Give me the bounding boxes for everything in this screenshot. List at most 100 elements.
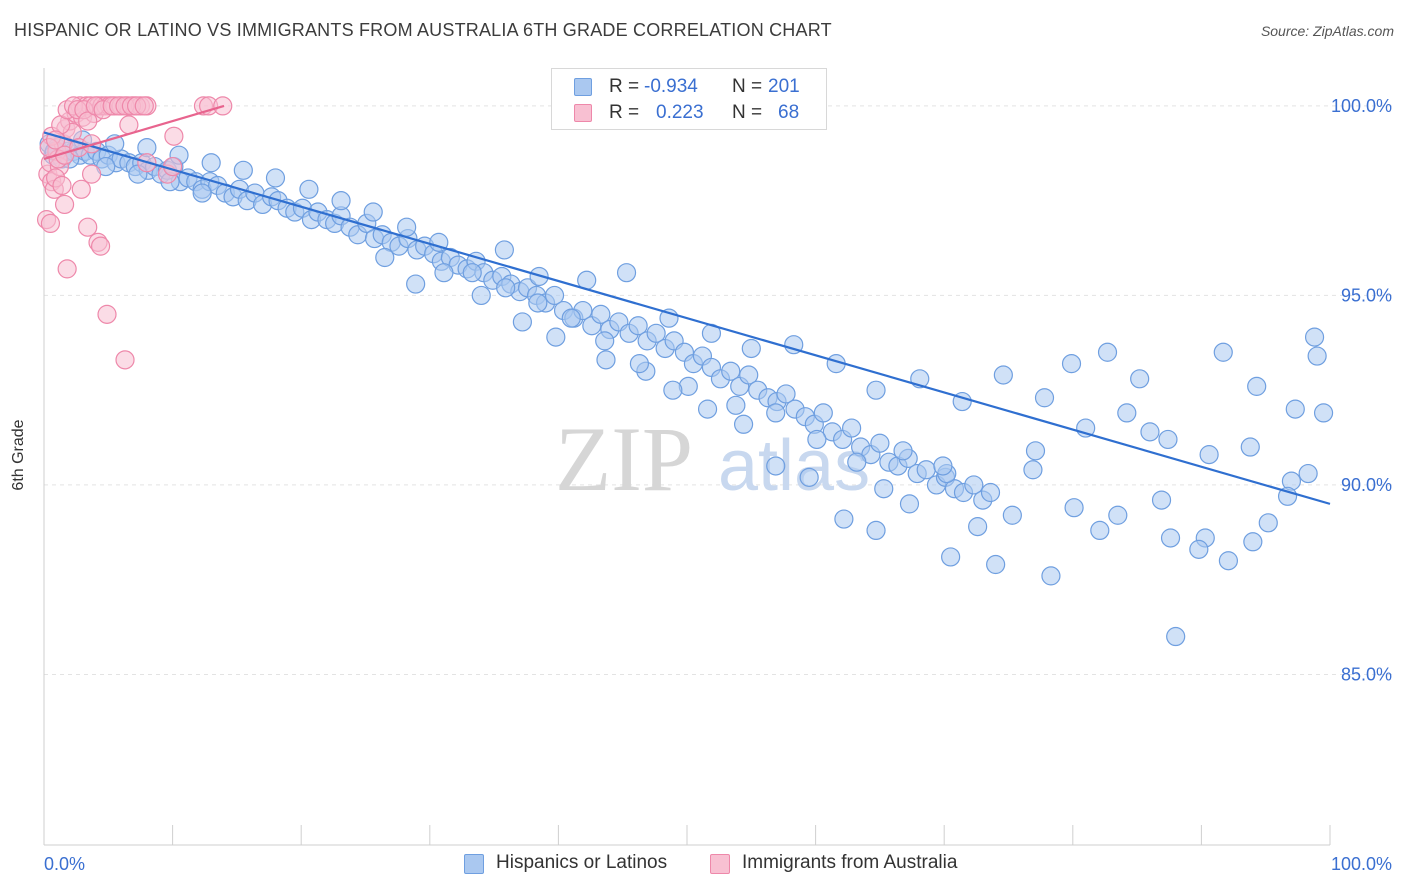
hispanic-point [616, 263, 637, 283]
hispanic-point [874, 479, 894, 499]
australia-point [78, 217, 98, 237]
legend-r-label: R = [609, 102, 640, 123]
chart-title: HISPANIC OR LATINO VS IMMIGRANTS FROM AU… [14, 20, 832, 40]
hispanic-point [462, 263, 482, 283]
legend-n-label: N = [732, 76, 763, 97]
hispanic-point [512, 312, 532, 332]
hispanic-point [663, 380, 683, 400]
watermark-zip: ZIP [555, 408, 693, 510]
australia-point [71, 179, 91, 199]
hispanic-point [646, 323, 666, 343]
hispanic-point [721, 361, 741, 381]
hispanic-point [807, 429, 827, 450]
hispanic-point [1313, 403, 1334, 423]
hispanic-point [299, 179, 319, 199]
hispanic-point [1158, 429, 1178, 450]
hispanic-point [1130, 369, 1150, 389]
hispanic-point [899, 494, 920, 514]
hispanic-point [697, 399, 718, 419]
hispanic-point [471, 285, 491, 306]
hispanic-point [1258, 513, 1278, 533]
legend-n-value: 68 [778, 102, 800, 123]
hispanic-point [201, 153, 221, 173]
hispanic-point [434, 263, 454, 283]
hispanic-trendline [43, 131, 1331, 505]
legend-swatch-pink [574, 104, 592, 122]
hispanic-point [1166, 626, 1186, 647]
hispanic-point [628, 316, 648, 336]
hispanic-point [561, 308, 581, 328]
australia-point [40, 213, 61, 233]
hispanic-point [834, 509, 854, 529]
hispanic-point [733, 414, 754, 434]
hispanic-point [799, 467, 819, 487]
hispanic-point [916, 460, 936, 480]
australia-point [97, 304, 117, 324]
australia-point [163, 156, 183, 177]
hispanic-point [1108, 505, 1128, 525]
hispanic-point [1097, 342, 1118, 362]
hispanic-point [233, 160, 253, 180]
hispanic-point [629, 354, 650, 374]
hispanic-point [1090, 520, 1110, 541]
hispanic-point [1247, 376, 1267, 396]
hispanic-point [1061, 354, 1082, 374]
legend-swatch-blue [574, 78, 592, 96]
hispanic-point [1041, 566, 1061, 586]
hispanic-point [1002, 505, 1022, 525]
tick-labels: 85.0% 90.0% 95.0% 100.0% 0.0% 100.0% [44, 96, 1392, 874]
hispanic-point [1213, 342, 1233, 362]
hispanic-point [331, 191, 351, 211]
hispanic-point [1307, 346, 1327, 366]
hispanic-point [766, 456, 786, 476]
australia-point [134, 96, 154, 116]
trendlines [43, 104, 1331, 505]
hispanic-point [1298, 463, 1318, 484]
hispanic-point [546, 327, 566, 347]
hispanic-point [741, 338, 761, 359]
hispanic-point [406, 274, 426, 294]
hispanic-point [1025, 441, 1046, 461]
legend-n-label: N = [732, 102, 763, 123]
hispanic-point [1140, 422, 1160, 442]
hispanic-point [1304, 327, 1325, 347]
hispanic-point [1034, 388, 1055, 408]
hispanic-point [964, 475, 984, 495]
hispanic-point [726, 395, 746, 415]
hispanic-point [192, 183, 212, 203]
hispanic-point [1160, 528, 1181, 548]
hispanic-point [1199, 445, 1219, 465]
australia-point [164, 126, 184, 146]
correlation-legend: R = -0.934 N = 201 R = 0.223 N = 68 [551, 68, 827, 130]
hispanic-point [591, 304, 611, 324]
australia-point [52, 175, 72, 196]
hispanic-point [893, 441, 913, 461]
x-tick-label: 0.0% [44, 854, 85, 874]
y-tick-label: 95.0% [1341, 285, 1392, 305]
australia-point [115, 350, 135, 370]
hispanic-point [596, 350, 616, 370]
australia-point [78, 111, 98, 131]
hispanic-point [265, 168, 286, 188]
hispanic-point [1023, 460, 1043, 480]
grid-lines [44, 105, 1392, 675]
legend-r-value: 0.223 [656, 102, 704, 123]
hispanic-point [766, 403, 786, 423]
hispanic-point [870, 433, 890, 453]
data-points [36, 96, 1334, 647]
hispanic-point [1218, 551, 1239, 571]
bottom-legend-swatch-pink [710, 854, 730, 874]
hispanic-point [363, 202, 383, 222]
y-tick-label: 90.0% [1341, 475, 1392, 495]
hispanic-point [397, 217, 417, 237]
hispanic-point [595, 331, 615, 351]
australia-trendline [43, 104, 225, 161]
bottom-legend-label: Immigrants from Australia [742, 852, 958, 873]
bottom-legend-swatch-blue [464, 854, 484, 874]
hispanic-point [941, 547, 961, 567]
hispanic-point [494, 240, 514, 260]
hispanic-point [496, 278, 516, 298]
australia-point [54, 194, 75, 215]
australia-point [57, 259, 77, 279]
